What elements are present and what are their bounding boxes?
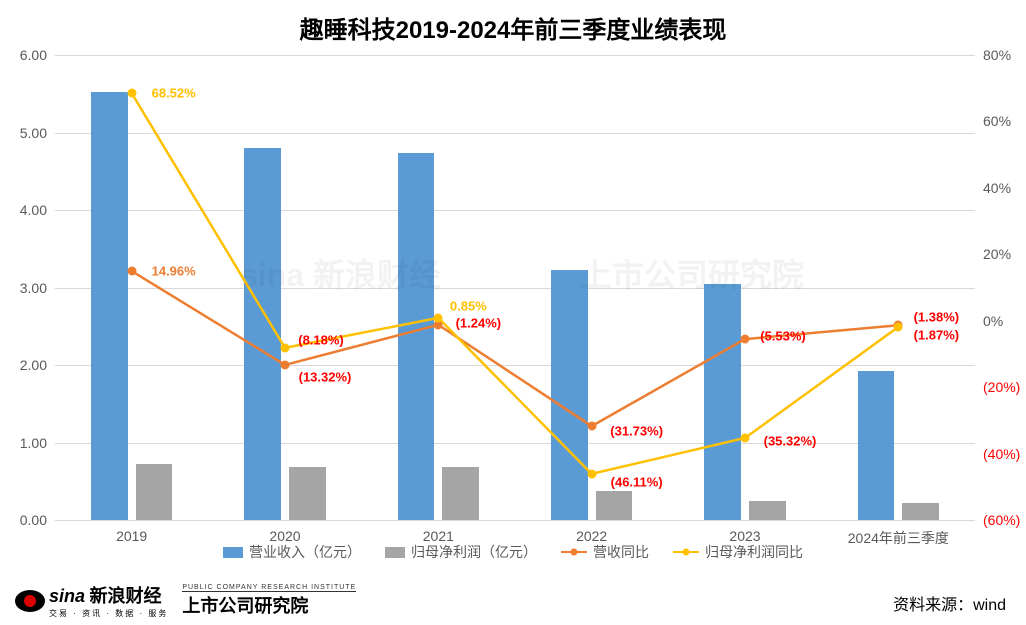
legend-label: 营业收入（亿元）: [249, 542, 361, 562]
legend-label: 营收同比: [593, 542, 649, 562]
line-marker: [741, 434, 750, 443]
y-left-tick-label: 2.00: [20, 357, 55, 373]
y-left-tick-label: 1.00: [20, 435, 55, 451]
y-right-tick-label: 60%: [975, 113, 1011, 129]
chart-title: 趣睡科技2019-2024年前三季度业绩表现: [0, 10, 1026, 45]
gridline: [55, 520, 975, 521]
line-marker: [434, 313, 443, 322]
chart-container: 趣睡科技2019-2024年前三季度业绩表现 0.001.002.003.004…: [0, 0, 1026, 625]
data-label: (1.24%): [456, 315, 502, 330]
source-value: wind: [973, 597, 1006, 614]
legend-swatch: [223, 547, 243, 558]
legend-item: 营业收入（亿元）: [223, 542, 361, 562]
y-left-tick-label: 0.00: [20, 512, 55, 528]
footer-logos: sina 新浪财经 交易 · 资讯 · 数据 · 服务 PUBLIC COMPA…: [15, 582, 356, 619]
legend-item: 归母净利润同比: [673, 542, 803, 562]
line-marker: [281, 360, 290, 369]
institute-en: PUBLIC COMPANY RESEARCH INSTITUTE: [182, 584, 356, 592]
y-right-tick-label: (60%): [975, 512, 1020, 528]
sina-eye-icon: [15, 590, 45, 612]
line-marker: [127, 267, 136, 276]
y-left-tick-label: 6.00: [20, 47, 55, 63]
legend-label: 归母净利润同比: [705, 542, 803, 562]
data-label: (31.73%): [610, 424, 663, 439]
legend-item: 归母净利润（亿元）: [385, 542, 537, 562]
sina-sub: 交易 · 资讯 · 数据 · 服务: [49, 608, 168, 619]
data-label: 68.52%: [152, 86, 196, 101]
data-label: 0.85%: [450, 298, 487, 313]
institute-cn: 上市公司研究院: [182, 592, 356, 618]
y-left-tick-label: 5.00: [20, 125, 55, 141]
line-marker: [894, 322, 903, 331]
legend-line-icon: [561, 551, 587, 553]
data-label: 14.96%: [152, 264, 196, 279]
line-marker: [127, 89, 136, 98]
y-right-tick-label: 20%: [975, 246, 1011, 262]
y-right-tick-label: (40%): [975, 446, 1020, 462]
data-label: (5.53%): [760, 329, 806, 344]
legend-item: 营收同比: [561, 542, 649, 562]
legend: 营业收入（亿元） 归母净利润（亿元） 营收同比 归母净利润同比: [0, 542, 1026, 562]
source-label: 资料来源：: [893, 597, 973, 614]
data-label: (1.38%): [914, 310, 960, 325]
sina-italic: sina: [49, 589, 85, 606]
watermark: sina 新浪财经: [240, 250, 441, 296]
y-right-tick-label: 80%: [975, 47, 1011, 63]
line-marker: [587, 469, 596, 478]
plot-area: 0.001.002.003.004.005.006.00(60%)(40%)(2…: [55, 55, 975, 520]
data-source: 资料来源：wind: [893, 591, 1006, 615]
legend-line-icon: [673, 551, 699, 553]
data-label: (13.32%): [299, 369, 352, 384]
institute-logo: PUBLIC COMPANY RESEARCH INSTITUTE 上市公司研究…: [182, 584, 356, 618]
data-label: (35.32%): [764, 434, 817, 449]
line-marker: [281, 343, 290, 352]
sina-cn: 新浪财经: [89, 586, 161, 606]
line-marker: [587, 422, 596, 431]
y-left-tick-label: 4.00: [20, 202, 55, 218]
line-marker: [741, 335, 750, 344]
data-label: (8.18%): [298, 332, 344, 347]
sina-logo: sina 新浪财经 交易 · 资讯 · 数据 · 服务: [15, 582, 168, 619]
watermark: 上市公司研究院: [580, 250, 804, 296]
data-label: (46.11%): [611, 474, 663, 489]
y-left-tick-label: 3.00: [20, 280, 55, 296]
y-right-tick-label: 0%: [975, 313, 1003, 329]
y-right-tick-label: 40%: [975, 180, 1011, 196]
y-right-tick-label: (20%): [975, 379, 1020, 395]
legend-label: 归母净利润（亿元）: [411, 542, 537, 562]
legend-swatch: [385, 547, 405, 558]
data-label: (1.87%): [914, 327, 960, 342]
line-layer: [55, 55, 975, 520]
